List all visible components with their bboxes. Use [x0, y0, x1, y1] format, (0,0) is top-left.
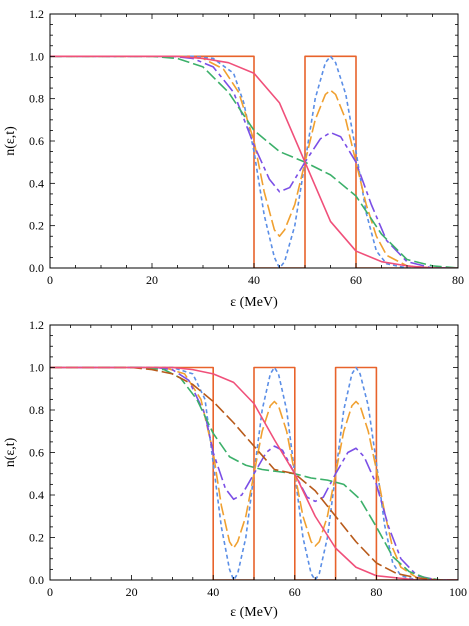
- x-axis-label: ε (MeV): [230, 295, 278, 310]
- chart-panel-bottom: 0 20 40 60 80 100 0.0 0.2 0.4 0.6 0.8 1.0 1.2 ε (MeV)…: [3, 318, 467, 620]
- y-tick-label: 0.0: [29, 261, 44, 275]
- series-line-1: [50, 55, 458, 268]
- y-tick-label: 0.2: [29, 219, 44, 233]
- y-tick-label: 1.2: [29, 7, 44, 21]
- y-tick-label: 0.8: [29, 403, 44, 417]
- x-tick-label: 60: [289, 585, 301, 599]
- x-tick-label: 20: [126, 585, 138, 599]
- y-tick-label: 0.2: [29, 531, 44, 545]
- x-tick-label: 80: [370, 585, 382, 599]
- series-line-0: [50, 55, 458, 268]
- y-tick-label: 0.4: [29, 176, 44, 190]
- series-line-4: [50, 55, 458, 268]
- y-axis-label: n(ε,t): [3, 126, 18, 156]
- series-line-6: [50, 366, 458, 580]
- series-group: [50, 55, 458, 268]
- y-tick-label: 1.2: [29, 318, 44, 332]
- y-tick-label: 0.0: [29, 573, 44, 587]
- series-line-2: [50, 366, 458, 580]
- x-tick-label: 100: [449, 585, 467, 599]
- series-line-5: [50, 366, 458, 580]
- y-tick-label: 0.6: [29, 446, 44, 460]
- series-group: [50, 366, 458, 580]
- x-tick-label: 60: [350, 273, 362, 287]
- chart-panel-top: 0 20 40 60 80 0.0 0.2 0.4 0.6 0.8 1.0 1.2 ε (MeV) n(ε…: [3, 7, 464, 310]
- x-axis-label: ε (MeV): [230, 605, 278, 620]
- y-tick-label: 1.0: [29, 49, 44, 63]
- x-tick-label: 80: [452, 273, 464, 287]
- x-tick-label: 0: [47, 585, 53, 599]
- series-line-2: [50, 55, 458, 268]
- x-tick-label: 20: [146, 273, 158, 287]
- y-tick-label: 0.4: [29, 488, 44, 502]
- x-tick-label: 0: [47, 273, 53, 287]
- y-tick-label: 0.8: [29, 92, 44, 106]
- y-tick-label: 0.6: [29, 134, 44, 148]
- y-tick-label: 1.0: [29, 361, 44, 375]
- x-tick-label: 40: [248, 273, 260, 287]
- x-tick-label: 40: [207, 585, 219, 599]
- series-line-1: [50, 366, 458, 580]
- y-axis-label: n(ε,t): [3, 437, 18, 467]
